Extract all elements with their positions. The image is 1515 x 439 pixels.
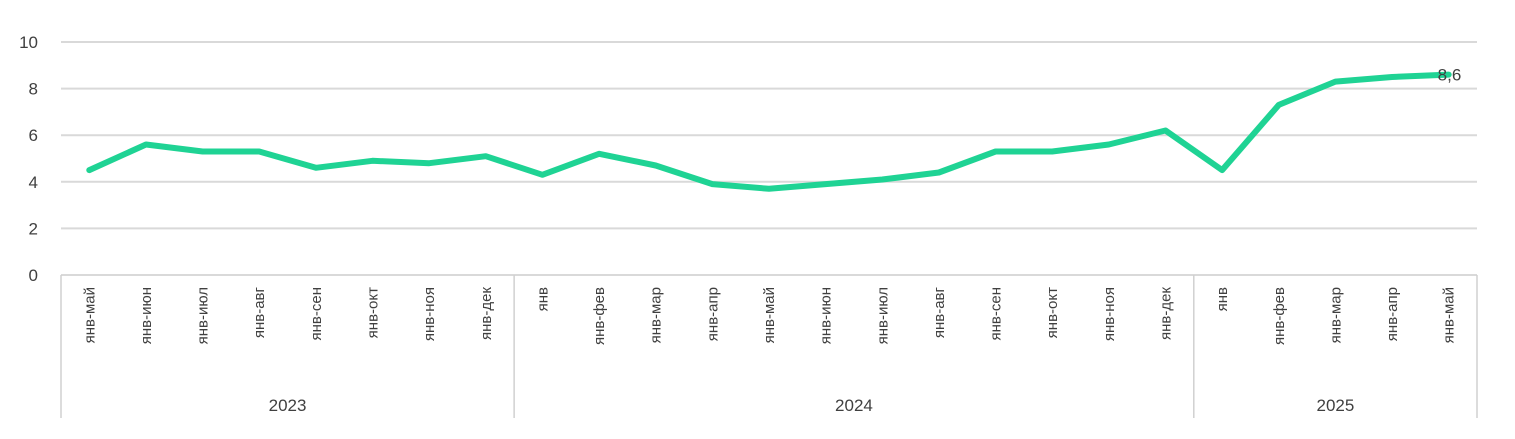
x-tick-label: янв-мар [1327,287,1344,343]
data-point [825,183,827,185]
data-point [1391,76,1393,78]
x-tick-label: янв-июл [195,287,212,344]
data-point [1334,81,1336,83]
data-point [881,178,883,180]
data-label: 8,6 [1438,66,1462,85]
data-labels: 8,6 [1438,66,1462,85]
x-tick-label: янв-май [761,287,778,343]
data-point [485,155,487,157]
x-tick-label: янв-июн [818,287,835,344]
x-tick-label: янв-мар [648,287,665,343]
data-point [598,153,600,155]
gridlines [61,41,1477,276]
data-point [1108,144,1110,146]
y-tick-label: 6 [29,126,38,145]
series [86,71,1452,192]
group-label-2025: 2025 [1316,396,1354,415]
x-tick-label: янв-ноя [421,287,438,341]
y-axis: 0 2 4 6 8 10 [19,33,38,285]
data-point [372,160,374,162]
x-tick-label: янв [534,287,551,311]
data-point [1164,130,1166,132]
y-tick-label: 8 [29,80,38,99]
y-tick-label: 4 [29,173,38,192]
x-tick-label: янв-авг [931,286,948,338]
x-tick-label: янв-ноя [1101,287,1118,341]
data-point [145,144,147,146]
x-tick-label: янв-сен [988,287,1005,341]
x-tick-label: янв-апр [704,287,721,341]
x-tick-label: янв-июн [138,287,155,344]
data-point [1051,151,1053,153]
data-point [938,171,940,173]
data-point [995,151,997,153]
series-line [86,71,1452,192]
group-label-2024: 2024 [835,396,873,415]
data-point [428,162,430,164]
x-axis: 2023 2024 2025 янв-май янв-июн янв-июл янв-авг… [60,275,1478,418]
x-tick-label: янв-авг [251,286,268,338]
x-tick-label: янв-июл [874,287,891,344]
data-point [541,174,543,176]
data-point [655,164,657,166]
data-point [1221,169,1223,171]
data-point [88,169,90,171]
data-point [768,188,770,190]
data-point [258,151,260,153]
x-tick-label: янв [1214,287,1231,311]
x-tick-label: янв-фев [591,287,608,345]
data-point [1278,104,1280,106]
y-tick-label: 10 [19,33,38,52]
x-tick-label: янв-сен [308,287,325,341]
data-point [202,151,204,153]
y-tick-label: 0 [29,266,38,285]
x-tick-label: янв-апр [1384,287,1401,341]
group-label-2023: 2023 [269,396,307,415]
x-tick-label: янв-окт [1044,287,1061,338]
x-tick-label: янв-май [81,287,98,343]
data-point [315,167,317,169]
x-tick-label: янв-окт [365,287,382,338]
data-point [711,183,713,185]
y-tick-label: 2 [29,219,38,238]
x-tick-label: янв-дек [478,287,495,340]
x-tick-label: янв-май [1441,287,1458,343]
x-tick-label: янв-дек [1157,287,1174,340]
x-tick-label: янв-фев [1271,287,1288,345]
